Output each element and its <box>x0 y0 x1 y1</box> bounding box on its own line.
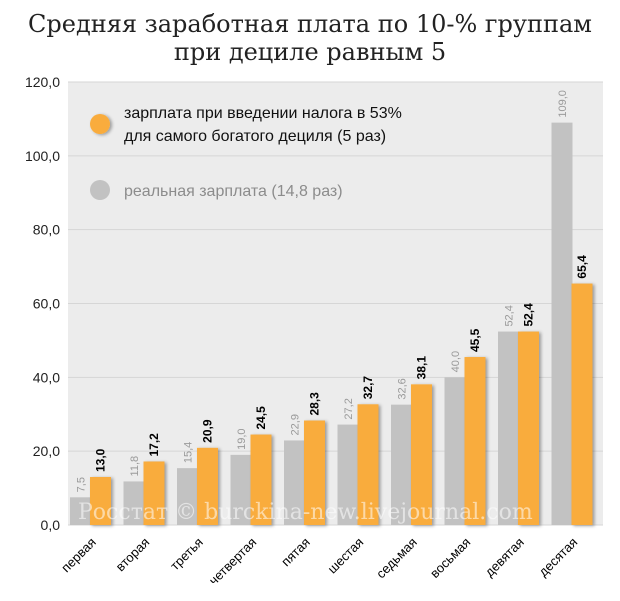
data-label-gray-1: 7,5 <box>76 477 88 492</box>
data-label-gray-5: 22,9 <box>290 414 302 435</box>
data-label-orange-3: 20,9 <box>201 419 215 443</box>
y-tick-label: 40,0 <box>33 369 60 385</box>
bar-orange-4 <box>250 434 272 525</box>
data-label-gray-3: 15,4 <box>183 442 195 463</box>
category-label-6: шестая <box>324 535 366 577</box>
data-label-gray-7: 32,6 <box>397 378 409 399</box>
bar-orange-9 <box>518 331 539 525</box>
bar-gray-1 <box>70 497 91 525</box>
data-label-gray-10: 109,0 <box>557 90 569 118</box>
data-label-gray-4: 19,0 <box>236 428 248 449</box>
bar-gray-2 <box>123 481 145 525</box>
bar-orange-2 <box>143 461 165 525</box>
data-label-orange-4: 24,5 <box>254 406 268 430</box>
bar-gray-9 <box>498 331 519 525</box>
bar-orange-1 <box>90 477 111 525</box>
bar-orange-10 <box>571 283 593 525</box>
y-tick-label: 60,0 <box>33 296 60 312</box>
category-label-10: десятая <box>536 535 581 580</box>
bar-gray-5 <box>284 440 305 525</box>
data-label-orange-2: 17,2 <box>147 433 161 457</box>
legend-marker-orange <box>90 114 110 134</box>
bar-gray-3 <box>177 468 198 525</box>
chart-title: Средняя заработная плата по 10-% группам… <box>0 10 620 66</box>
data-label-gray-8: 40,0 <box>450 351 462 372</box>
y-tick-label: 0,0 <box>41 517 61 533</box>
bar-gray-10 <box>551 122 573 525</box>
bar-orange-8 <box>464 357 486 525</box>
bar-gray-6 <box>337 424 359 525</box>
category-label-1: первая <box>58 535 99 576</box>
legend-marker-gray <box>90 180 110 200</box>
y-tick-label: 20,0 <box>33 443 60 459</box>
category-label-9: девятая <box>482 535 527 580</box>
data-label-orange-5: 28,3 <box>308 392 322 416</box>
y-tick-label: 100,0 <box>25 148 60 164</box>
bar-gray-4 <box>230 454 252 525</box>
bar-gray-8 <box>444 377 466 525</box>
data-label-orange-6: 32,7 <box>361 376 375 400</box>
data-label-gray-2: 11,8 <box>129 456 141 477</box>
legend-label-orange-line-1: зарплата при введении налога в 53% <box>124 105 402 122</box>
data-label-gray-6: 27,2 <box>343 398 355 419</box>
category-label-2: вторая <box>113 535 153 575</box>
category-label-7: седьмая <box>373 535 420 582</box>
legend-label-orange-line-2: для самого богатого дециля (5 раз) <box>124 128 386 145</box>
chart-title-line-2: при дециле равным 5 <box>173 38 447 66</box>
bar-orange-5 <box>304 420 325 525</box>
data-label-orange-7: 38,1 <box>415 356 429 380</box>
data-label-orange-10: 65,4 <box>575 255 589 279</box>
y-tick-label: 120,0 <box>25 74 60 90</box>
category-label-4: четвертая <box>206 535 259 588</box>
bar-orange-6 <box>357 404 379 525</box>
bar-gray-7 <box>391 404 412 525</box>
category-label-8: восьмая <box>427 535 473 581</box>
data-label-gray-9: 52,4 <box>504 305 516 326</box>
data-label-orange-1: 13,0 <box>94 448 108 472</box>
y-tick-label: 80,0 <box>33 222 60 238</box>
bar-orange-3 <box>197 447 218 525</box>
watermark: Росстат © burckina-new.livejournal.com <box>78 500 533 525</box>
chart-title-line-1: Средняя заработная плата по 10-% группам <box>28 10 592 38</box>
category-label-5: пятая <box>278 535 313 570</box>
bar-orange-7 <box>411 384 432 525</box>
category-label-3: третья <box>167 535 206 574</box>
data-label-orange-8: 45,5 <box>468 328 482 352</box>
legend-label-gray-line-1: реальная зарплата (14,8 раз) <box>124 183 343 200</box>
data-label-orange-9: 52,4 <box>522 303 536 327</box>
